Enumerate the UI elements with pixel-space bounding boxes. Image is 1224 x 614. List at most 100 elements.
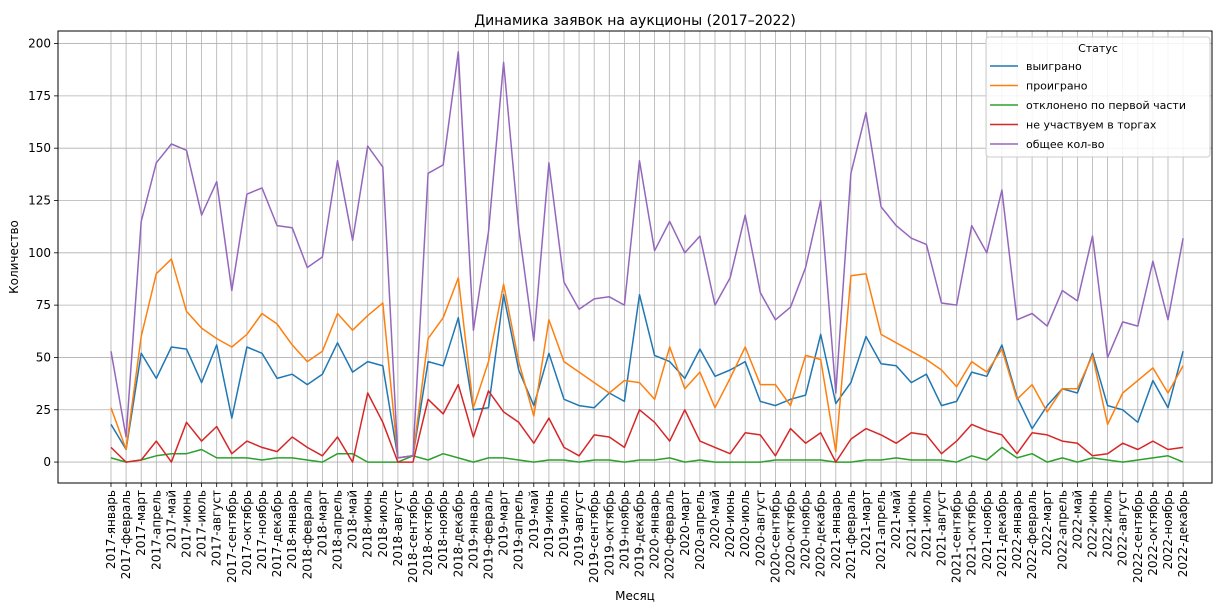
x-tick-label: 2019-январь [466, 490, 480, 569]
y-tick-label: 75 [36, 298, 51, 312]
y-axis: 0 25 50 75 100 125 150 175 200 [28, 37, 58, 469]
plot-frame [57, 30, 1213, 484]
x-tick-label: 2022-декабрь [1176, 490, 1190, 577]
x-tick-label: 2020-февраль [663, 490, 677, 579]
y-axis-label: Количество [7, 220, 21, 294]
x-tick-label: 2020-август [753, 490, 767, 566]
x-tick-label: 2017-декабрь [270, 490, 284, 577]
x-tick-label: 2019-февраль [482, 490, 496, 579]
x-tick-label: 2022-октябрь [1146, 490, 1160, 576]
x-tick-label: 2021-январь [829, 490, 843, 569]
x-tick-label: 2018-май [346, 490, 360, 549]
x-tick-label: 2019-май [527, 490, 541, 549]
y-tick-label: 50 [36, 350, 51, 364]
x-tick-label: 2020-октябрь [784, 490, 798, 576]
y-tick-label: 100 [28, 246, 51, 260]
x-tick-label: 2019-июль [557, 490, 571, 558]
x-tick-label: 2022-август [1116, 490, 1130, 566]
x-tick-label: 2018-июль [376, 490, 390, 558]
x-tick-label: 2019-август [572, 490, 586, 566]
x-tick-label: 2017-март [134, 490, 148, 556]
x-tick-label: 2019-октябрь [602, 490, 616, 576]
legend-entry: выиграно [1026, 60, 1082, 73]
x-tick-label: 2020-ноябрь [799, 490, 813, 569]
x-tick-label: 2019-март [497, 490, 511, 556]
series-line [110, 293, 1184, 459]
y-tick-label: 0 [43, 455, 51, 469]
x-tick-label: 2022-март [1040, 490, 1054, 556]
x-tick-label: 2020-сентябрь [768, 490, 782, 583]
series-line [110, 258, 1184, 459]
y-tick-label: 25 [36, 403, 51, 417]
x-tick-label: 2018-январь [285, 490, 299, 569]
legend-items: выиграно проиграно отклонено по первой час… [990, 60, 1186, 151]
series-line [110, 51, 1184, 459]
legend-entry: общее кол-во [1026, 138, 1105, 151]
x-tick-label: 2021-август [935, 490, 949, 566]
x-tick-label: 2022-май [1070, 490, 1084, 549]
x-tick-label: 2021-апрель [874, 490, 888, 570]
x-tick-label: 2018-март [315, 490, 329, 556]
x-axis: 2017-январь 2017-февраль 2017-март 2017-апр… [104, 483, 1190, 583]
x-tick-label: 2018-апрель [331, 490, 345, 570]
x-tick-label: 2017-январь [104, 490, 118, 569]
x-tick-label: 2018-октябрь [421, 490, 435, 576]
x-tick-label: 2022-февраль [1025, 490, 1039, 579]
y-tick-label: 175 [28, 89, 51, 103]
x-tick-label: 2022-апрель [1055, 490, 1069, 570]
x-tick-label: 2022-ноябрь [1161, 490, 1175, 569]
x-tick-label: 2020-апрель [693, 490, 707, 570]
x-tick-label: 2021-март [859, 490, 873, 556]
x-tick-label: 2019-декабрь [633, 490, 647, 577]
chart-title: Динамика заявок на аукционы (2017–2022) [474, 13, 796, 29]
series-lines [110, 51, 1184, 463]
series-line [110, 383, 1184, 463]
x-tick-label: 2019-ноябрь [617, 490, 631, 569]
legend: Статус выиграно проиграно отклонено по пер… [985, 36, 1211, 158]
legend-entry: отклонено по первой части [1026, 99, 1186, 112]
x-tick-label: 2021-ноябрь [980, 490, 994, 569]
x-axis-label: Месяц [615, 589, 655, 603]
x-tick-label: 2020-март [678, 490, 692, 556]
x-tick-label: 2022-январь [1010, 490, 1024, 569]
x-tick-label: 2018-ноябрь [436, 490, 450, 569]
x-tick-label: 2022-июнь [1086, 490, 1100, 558]
y-tick-label: 200 [28, 37, 51, 51]
x-tick-label: 2018-июнь [361, 490, 375, 558]
y-tick-label: 150 [28, 141, 51, 155]
x-tick-label: 2020-июнь [723, 490, 737, 558]
x-tick-label: 2020-декабрь [814, 490, 828, 577]
x-tick-label: 2017-август [210, 490, 224, 566]
x-tick-label: 2022-сентябрь [1131, 490, 1145, 583]
x-tick-label: 2017-июль [195, 490, 209, 558]
x-tick-label: 2017-ноябрь [255, 490, 269, 569]
y-tick-label: 125 [28, 194, 51, 208]
x-tick-label: 2017-сентябрь [225, 490, 239, 583]
x-tick-label: 2017-май [164, 490, 178, 549]
x-tick-label: 2017-октябрь [240, 490, 254, 576]
legend-entry: проиграно [1026, 80, 1088, 93]
x-tick-label: 2020-январь [648, 490, 662, 569]
x-tick-label: 2021-июнь [904, 490, 918, 558]
x-tick-label: 2017-июнь [180, 490, 194, 558]
x-tick-label: 2021-май [889, 490, 903, 549]
x-tick-label: 2019-июнь [542, 490, 556, 558]
series-line [110, 446, 1184, 463]
x-tick-label: 2022-июль [1101, 490, 1115, 558]
x-tick-label: 2020-май [708, 490, 722, 549]
x-tick-label: 2021-сентябрь [950, 490, 964, 583]
x-tick-label: 2018-декабрь [451, 490, 465, 577]
x-tick-label: 2019-апрель [512, 490, 526, 570]
x-tick-label: 2021-февраль [844, 490, 858, 579]
x-tick-label: 2020-июль [738, 490, 752, 558]
x-tick-label: 2017-апрель [149, 490, 163, 570]
x-tick-label: 2019-сентябрь [587, 490, 601, 583]
x-tick-label: 2018-сентябрь [406, 490, 420, 583]
x-tick-label: 2021-декабрь [995, 490, 1009, 577]
x-tick-label: 2018-февраль [300, 490, 314, 579]
x-tick-label: 2021-июль [919, 490, 933, 558]
x-tick-label: 2018-август [391, 490, 405, 566]
x-tick-label: 2017-февраль [119, 490, 133, 579]
legend-entry: не участвуем в торгах [1026, 119, 1157, 132]
